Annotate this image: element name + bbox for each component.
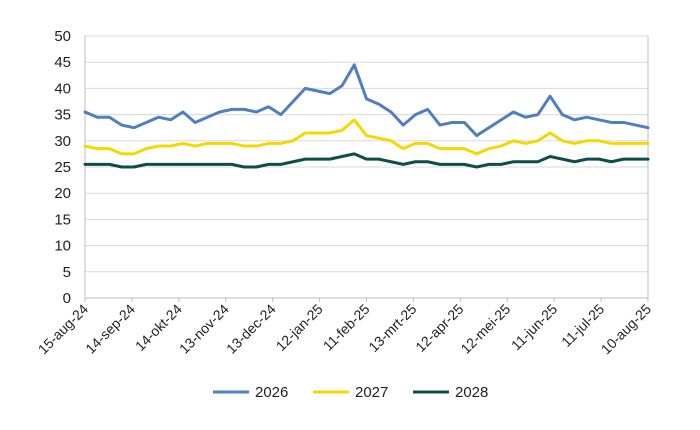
- series-line-2026: [83, 63, 650, 138]
- y-tick-label: 15: [54, 211, 71, 228]
- x-tick-label: 13-nov-24: [176, 301, 232, 357]
- x-tick-label: 15-aug-24: [35, 301, 92, 358]
- x-tick-label: 11-feb-25: [320, 301, 373, 354]
- x-tick-label: 14-sep-24: [82, 301, 138, 357]
- x-tick-label: 11-jun-25: [508, 301, 561, 354]
- y-tick-label: 5: [63, 264, 71, 281]
- y-tick-label: 45: [54, 54, 71, 71]
- y-tick-labels: 0 5 10 15 20 25 30 35 40 45 50: [54, 28, 71, 307]
- y-tick-label: 20: [54, 185, 71, 202]
- legend-label-2027: 2027: [355, 384, 388, 401]
- series-line-2028: [83, 152, 650, 169]
- x-tick-label: 13-dec-24: [223, 301, 279, 357]
- series-lines: [83, 63, 650, 169]
- x-tick-label: 13-mrt-25: [365, 301, 419, 355]
- x-tick-label: 12-jan-25: [273, 301, 326, 354]
- legend: 2026 2027 2028: [213, 384, 488, 401]
- axes: [84, 36, 649, 302]
- y-tick-label: 40: [54, 80, 71, 97]
- series-line-2027: [83, 118, 650, 156]
- x-tick-label: 10-aug-25: [598, 301, 655, 358]
- y-tick-label: 0: [63, 290, 71, 307]
- x-tick-labels: 15-aug-2414-sep-2414-okt-2413-nov-2413-d…: [35, 301, 655, 358]
- y-tick-label: 35: [54, 107, 71, 124]
- y-tick-label: 10: [54, 238, 71, 255]
- legend-label-2028: 2028: [455, 384, 488, 401]
- y-tick-label: 50: [54, 28, 71, 45]
- gridlines: [85, 35, 648, 299]
- y-tick-label: 30: [54, 133, 71, 150]
- y-tick-label: 25: [54, 159, 71, 176]
- legend-label-2026: 2026: [255, 384, 288, 401]
- x-tick-label: 12-mei-25: [457, 301, 513, 357]
